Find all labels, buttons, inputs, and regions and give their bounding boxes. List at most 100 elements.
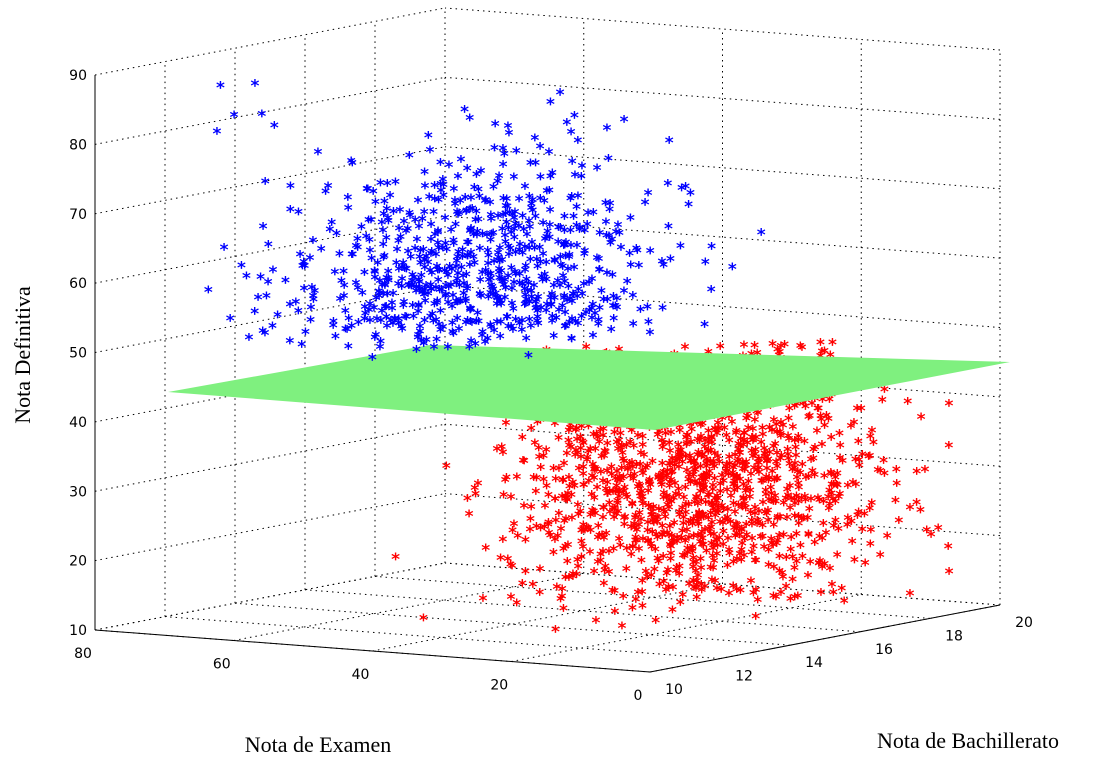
data-point: * [467, 222, 476, 242]
data-point: * [722, 429, 731, 449]
data-point: * [527, 421, 536, 441]
data-point: * [327, 215, 336, 235]
data-point: * [388, 316, 397, 336]
data-point: * [380, 277, 389, 297]
data-point: * [561, 236, 570, 256]
data-point: * [637, 554, 646, 574]
data-point: * [593, 555, 602, 575]
data-point: * [775, 425, 784, 445]
data-point: * [550, 532, 559, 552]
data-point: * [643, 459, 652, 479]
data-point: * [496, 551, 505, 571]
data-point: * [487, 212, 496, 232]
data-point: * [561, 571, 570, 591]
data-point: * [695, 508, 704, 528]
data-point: * [629, 439, 638, 459]
z-tick-label: 80 [69, 137, 87, 153]
data-point: * [573, 289, 582, 309]
data-point: * [773, 510, 782, 530]
data-point: * [873, 463, 882, 483]
data-point: * [753, 513, 762, 533]
data-point: * [699, 481, 708, 501]
data-point: * [659, 437, 668, 457]
data-point: * [687, 454, 696, 474]
data-point: * [618, 446, 627, 466]
data-point: * [664, 501, 673, 521]
data-point: * [561, 319, 570, 339]
data-point: * [726, 489, 735, 509]
data-point: * [643, 570, 652, 590]
data-point: * [683, 429, 692, 449]
data-point: * [365, 233, 374, 253]
data-point: * [427, 247, 436, 267]
data-point: * [682, 437, 691, 457]
data-point: * [688, 517, 697, 537]
data-point: * [463, 162, 472, 182]
data-point: * [369, 301, 378, 321]
data-point: * [724, 468, 733, 488]
data-point: * [617, 439, 626, 459]
data-point: * [788, 420, 797, 440]
data-point: * [775, 345, 784, 365]
data-point: * [773, 342, 782, 362]
data-point: * [601, 560, 610, 580]
data-point: * [626, 420, 635, 440]
data-point: * [777, 339, 786, 359]
data-point: * [586, 545, 595, 565]
data-point: * [797, 512, 806, 532]
data-point: * [589, 427, 598, 447]
data-point: * [659, 491, 668, 511]
data-point: * [723, 503, 732, 523]
data-point: * [376, 314, 385, 334]
data-point: * [793, 589, 802, 609]
data-point: * [675, 419, 684, 439]
data-point: * [394, 312, 403, 332]
data-point: * [696, 418, 705, 438]
data-point: * [399, 215, 408, 235]
data-point: * [782, 551, 791, 571]
data-point: * [750, 339, 759, 359]
data-point: * [706, 506, 715, 526]
data-point: * [549, 329, 558, 349]
data-point: * [579, 518, 588, 538]
data-point: * [611, 484, 620, 504]
data-point: * [623, 462, 632, 482]
data-point: * [903, 394, 912, 414]
data-point: * [494, 209, 503, 229]
data-point: * [752, 554, 761, 574]
data-point: * [615, 532, 624, 552]
data-point: * [787, 491, 796, 511]
data-point: * [484, 273, 493, 293]
data-point: * [518, 277, 527, 297]
data-point: * [310, 284, 319, 304]
data-point: * [617, 461, 626, 481]
data-point: * [681, 449, 690, 469]
data-point: * [717, 582, 726, 602]
data-point: * [698, 538, 707, 558]
data-point: * [490, 254, 499, 274]
data-point: * [441, 236, 450, 256]
data-point: * [536, 255, 545, 275]
data-point: * [776, 429, 785, 449]
x-tick-label: 60 [213, 657, 231, 673]
data-point: * [740, 426, 749, 446]
data-point: * [341, 304, 350, 324]
data-point: * [657, 478, 666, 498]
data-point: * [773, 511, 782, 531]
data-point: * [858, 522, 867, 542]
data-point: * [717, 469, 726, 489]
data-point: * [578, 434, 587, 454]
data-point: * [530, 436, 539, 456]
data-point: * [655, 577, 664, 597]
data-point: * [471, 487, 480, 507]
data-point: * [798, 550, 807, 570]
data-point: * [764, 473, 773, 493]
data-point: * [566, 223, 575, 243]
data-point: * [626, 211, 635, 231]
data-point: * [670, 458, 679, 478]
data-point: * [707, 430, 716, 450]
data-point: * [433, 294, 442, 314]
data-point: * [298, 259, 307, 279]
data-point: * [867, 496, 876, 516]
data-point: * [683, 546, 692, 566]
